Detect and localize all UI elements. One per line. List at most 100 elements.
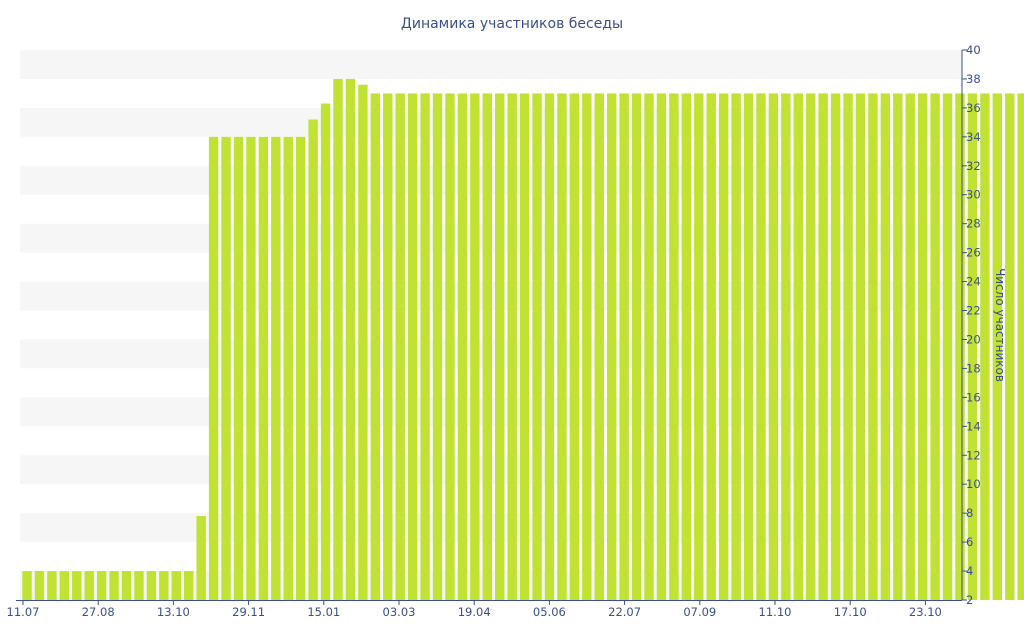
bar	[880, 93, 891, 601]
y-tick-label: 12	[966, 448, 981, 462]
y-tick-label: 24	[966, 275, 981, 289]
x-tick-label: 11.10	[759, 605, 792, 619]
bar	[694, 93, 704, 601]
bar	[184, 571, 194, 600]
bar	[955, 93, 965, 601]
x-tick-label: 27.08	[82, 605, 115, 619]
x-tick-label: 19.04	[458, 605, 491, 619]
chart-title: Динамика участников беседы	[401, 16, 623, 32]
bar	[233, 136, 244, 600]
x-tick-label: 11.07	[7, 605, 40, 619]
bar	[445, 93, 455, 601]
bar	[470, 93, 480, 601]
x-tick-label: 03.03	[383, 605, 416, 619]
bar	[146, 571, 157, 600]
y-tick-label: 36	[966, 101, 981, 115]
y-tick-label: 16	[966, 390, 981, 404]
bar	[208, 136, 219, 600]
bar	[320, 103, 331, 601]
bar	[333, 78, 343, 600]
bar	[171, 571, 181, 600]
bar	[532, 93, 542, 601]
bar	[980, 93, 990, 601]
bar	[507, 93, 517, 601]
bar	[246, 136, 256, 600]
x-axis: 11.07 27.08 13.10 29.11 15.01 03.03 19.04 05.06…	[7, 600, 962, 619]
bar	[743, 93, 754, 601]
grid-band	[20, 50, 962, 79]
y-tick-label: 28	[966, 217, 981, 231]
x-tick-label: 07.09	[683, 605, 716, 619]
bars	[22, 78, 1024, 601]
bar	[221, 136, 231, 600]
bar	[407, 93, 418, 601]
bar	[930, 93, 940, 601]
y-tick-label: 34	[966, 130, 981, 144]
bar	[569, 93, 580, 601]
bar	[843, 93, 853, 601]
bar	[196, 516, 206, 600]
x-tick-label: 05.06	[533, 605, 566, 619]
bar	[482, 93, 492, 601]
bar	[718, 93, 729, 601]
bar	[756, 93, 766, 601]
bar	[582, 93, 592, 601]
bar	[420, 93, 430, 601]
bar	[383, 93, 393, 601]
y-tick-label: 20	[966, 332, 981, 346]
bar	[395, 93, 405, 601]
bar	[644, 93, 654, 601]
bar	[1005, 93, 1015, 601]
bar	[271, 136, 281, 600]
y-tick-label: 30	[966, 188, 981, 202]
bar	[258, 136, 269, 600]
bar	[96, 571, 107, 600]
bar	[72, 571, 82, 600]
x-tick-label: 17.10	[834, 605, 867, 619]
bar	[457, 93, 468, 601]
y-tick-label: 10	[966, 477, 981, 491]
bar	[544, 93, 555, 601]
bar	[818, 93, 828, 601]
bar	[631, 93, 642, 601]
x-tick-label: 15.01	[307, 605, 340, 619]
bar	[806, 93, 816, 601]
y-axis-label: Число участников	[993, 268, 1007, 382]
bar	[495, 93, 505, 601]
bar	[868, 93, 878, 601]
bar	[121, 571, 132, 600]
bar	[656, 93, 667, 601]
bar	[47, 571, 57, 600]
bar	[84, 571, 94, 600]
y-tick-label: 38	[966, 72, 981, 86]
y-tick-label: 2	[966, 593, 973, 607]
x-tick-label: 22.07	[608, 605, 641, 619]
x-tick-label: 13.10	[157, 605, 190, 619]
bar	[830, 93, 841, 601]
bar	[59, 571, 70, 600]
bar	[855, 93, 866, 601]
bar	[594, 93, 604, 601]
bar	[967, 93, 978, 601]
y-tick-label: 6	[966, 535, 973, 549]
y-tick-label: 18	[966, 361, 981, 375]
y-tick-label: 32	[966, 159, 981, 173]
bar	[345, 78, 356, 600]
bar	[308, 119, 318, 600]
bar	[893, 93, 903, 601]
bar	[370, 93, 381, 601]
bar	[519, 93, 530, 601]
bar	[134, 571, 144, 600]
bar	[606, 93, 617, 601]
y-tick-label: 8	[966, 506, 973, 520]
bar	[793, 93, 803, 601]
bar	[34, 571, 45, 600]
bar	[358, 84, 368, 601]
y-tick-label: 26	[966, 246, 981, 260]
bar	[432, 93, 443, 601]
x-tick-label: 23.10	[909, 605, 942, 619]
y-tick-label: 14	[966, 419, 981, 433]
bar	[295, 136, 306, 600]
